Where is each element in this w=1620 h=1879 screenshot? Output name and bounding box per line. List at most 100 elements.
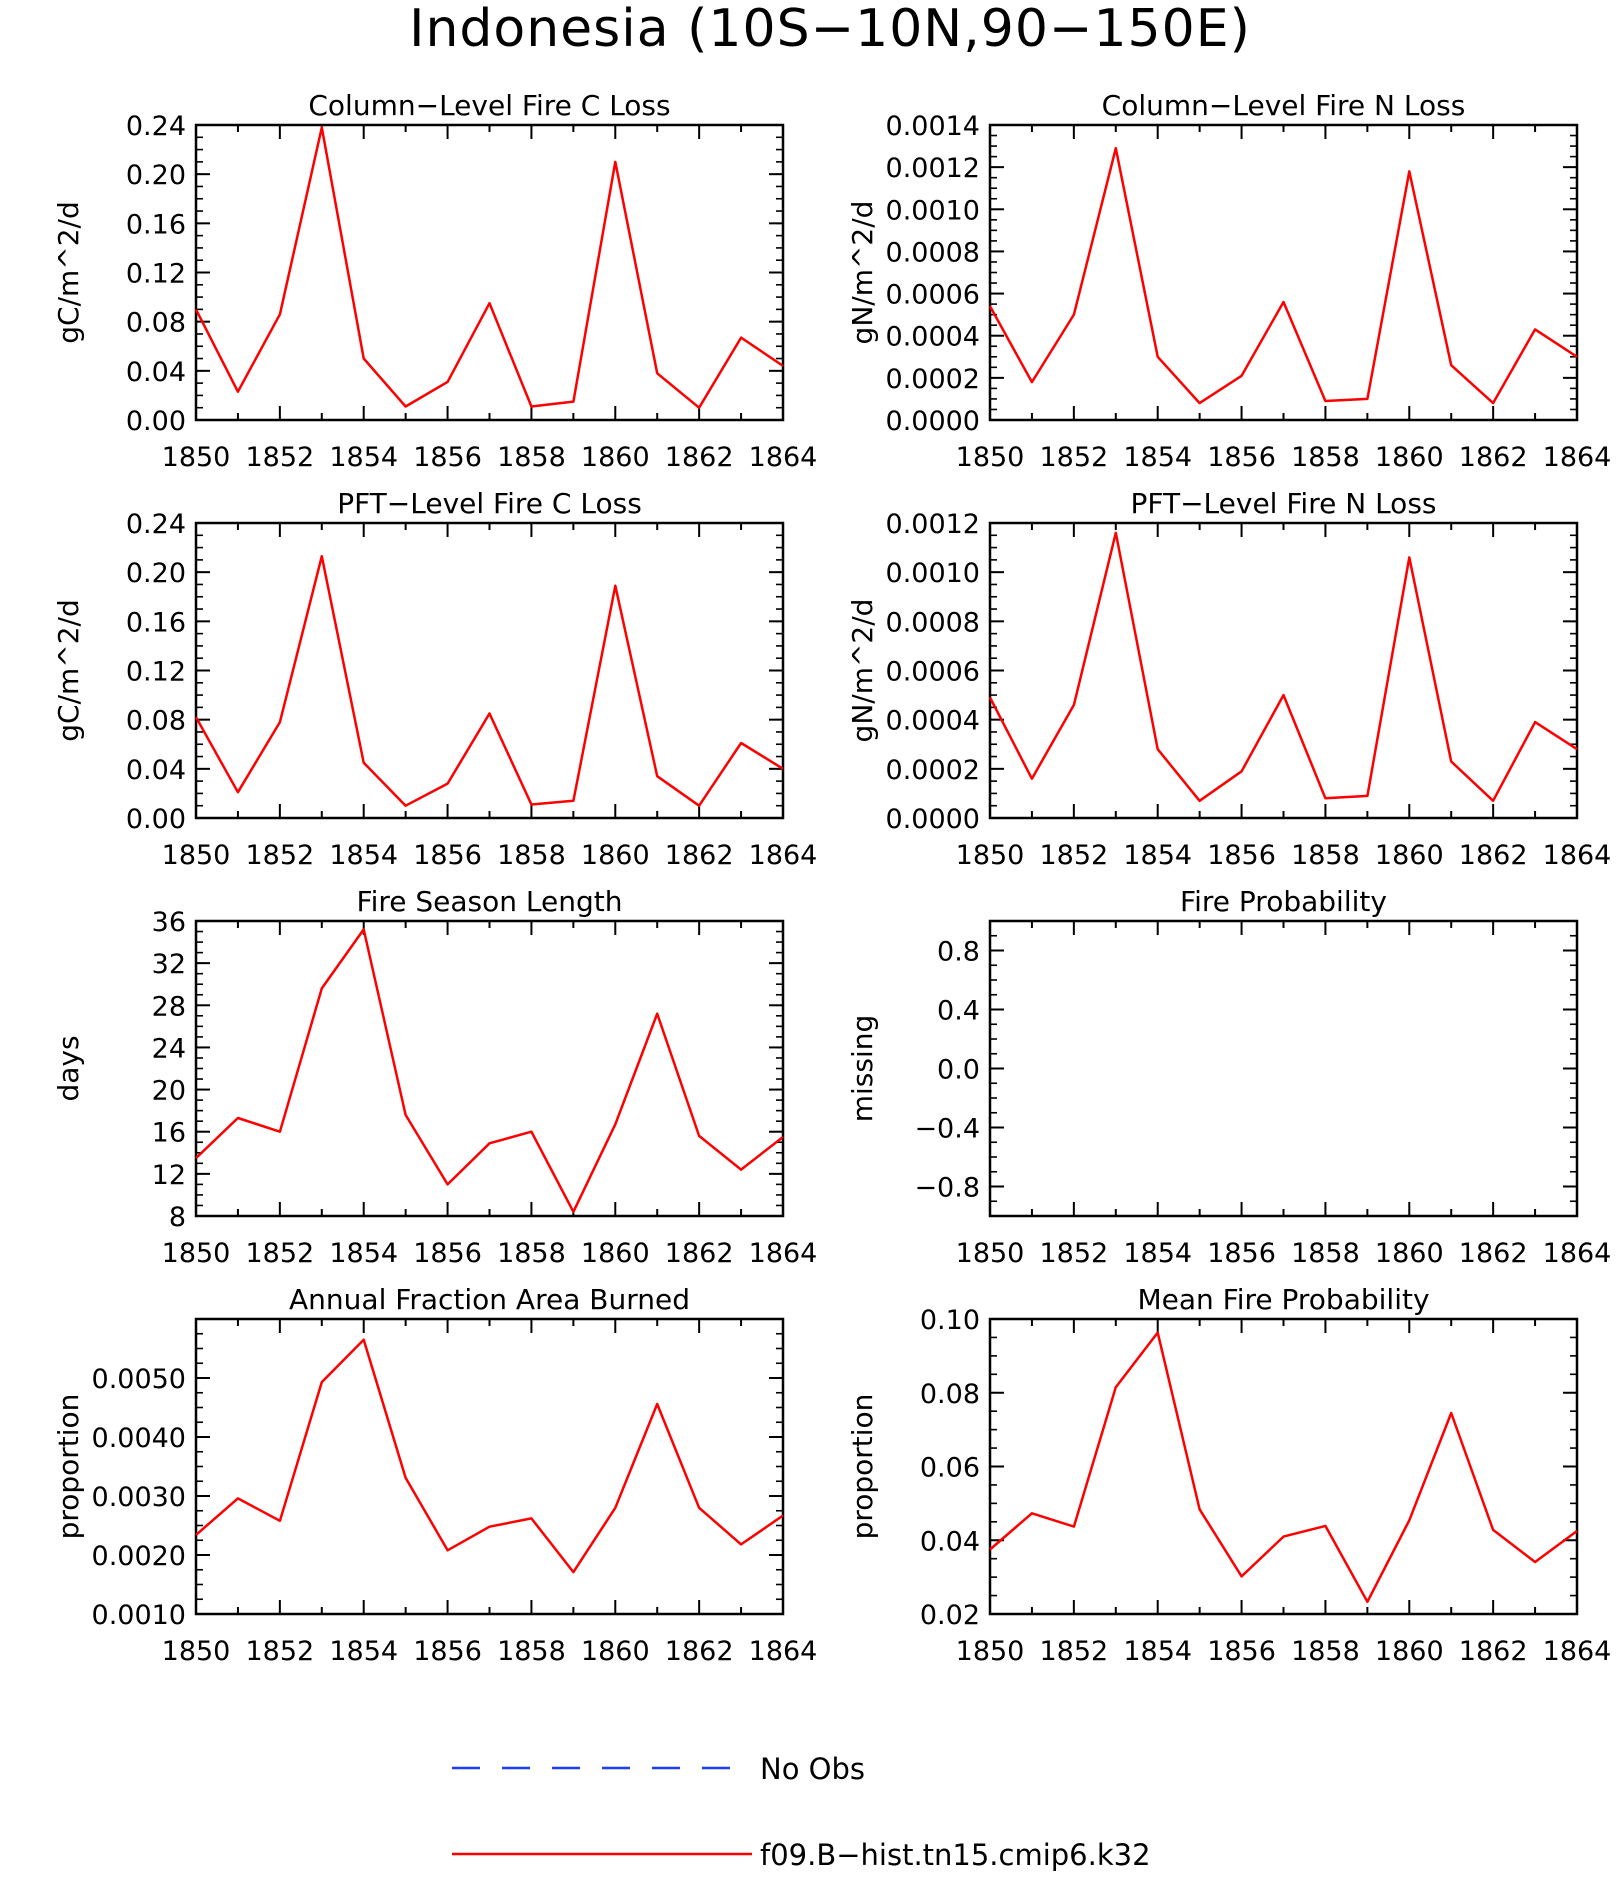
- x-tick-label: 1852: [245, 840, 314, 871]
- x-tick-label: 1852: [245, 1636, 314, 1667]
- x-tick-label: 1850: [956, 1238, 1025, 1269]
- y-tick-label: 36: [152, 907, 186, 938]
- y-tick-label: 0.24: [126, 509, 186, 540]
- y-tick-label: 0.0010: [886, 195, 980, 226]
- y-tick-label: 0.12: [126, 259, 186, 290]
- x-tick-label: 1854: [1123, 1636, 1192, 1667]
- panel-title: Fire Probability: [1180, 885, 1387, 918]
- x-tick-label: 1862: [1459, 442, 1528, 473]
- plot-frame: [196, 125, 783, 420]
- y-tick-label: 0.0004: [886, 322, 980, 353]
- y-axis-label: gN/m^2/d: [846, 201, 879, 345]
- y-axis-label: gN/m^2/d: [846, 599, 879, 743]
- y-tick-label: 0.08: [126, 706, 186, 737]
- y-tick-label: 20: [152, 1076, 186, 1107]
- y-tick-label: 8: [169, 1202, 186, 1233]
- x-tick-label: 1862: [665, 840, 734, 871]
- x-tick-label: 1856: [1207, 1238, 1276, 1269]
- series-line: [196, 929, 783, 1211]
- x-tick-label: 1860: [581, 1636, 650, 1667]
- figure-title: Indonesia (10S−10N,90−150E): [409, 0, 1251, 59]
- y-axis-label: proportion: [52, 1394, 85, 1540]
- x-tick-label: 1850: [162, 442, 231, 473]
- y-tick-label: 0.12: [126, 657, 186, 688]
- y-tick-label: 0.04: [126, 755, 186, 786]
- y-tick-label: 0.00: [126, 804, 186, 835]
- x-tick-label: 1852: [1039, 1238, 1108, 1269]
- y-tick-label: 28: [152, 991, 186, 1022]
- x-tick-label: 1860: [1375, 840, 1444, 871]
- x-tick-label: 1852: [245, 1238, 314, 1269]
- y-tick-label: 0.0002: [886, 755, 980, 786]
- plot-frame: [196, 921, 783, 1216]
- series-line: [196, 1340, 783, 1572]
- x-tick-label: 1862: [665, 1238, 734, 1269]
- y-tick-label: 0.08: [920, 1379, 980, 1410]
- series-line: [196, 556, 783, 806]
- y-tick-label: −0.4: [914, 1114, 980, 1145]
- y-tick-label: 0.08: [126, 308, 186, 339]
- x-tick-label: 1864: [1543, 840, 1612, 871]
- y-tick-label: 0.20: [126, 558, 186, 589]
- y-tick-label: 0.06: [920, 1453, 980, 1484]
- plot-frame: [990, 523, 1577, 818]
- plot-frame: [990, 921, 1577, 1216]
- y-tick-label: 0.0014: [886, 111, 980, 142]
- x-tick-label: 1864: [1543, 1636, 1612, 1667]
- y-tick-label: 0.04: [920, 1526, 980, 1557]
- series-line: [196, 128, 783, 408]
- x-tick-label: 1856: [413, 840, 482, 871]
- x-tick-label: 1856: [413, 1238, 482, 1269]
- y-tick-label: 0.0030: [92, 1482, 186, 1513]
- plot-frame: [196, 523, 783, 818]
- y-axis-label: proportion: [846, 1394, 879, 1540]
- plot-frame: [990, 1319, 1577, 1614]
- x-tick-label: 1862: [1459, 840, 1528, 871]
- x-tick-label: 1860: [581, 1238, 650, 1269]
- x-tick-label: 1864: [749, 442, 818, 473]
- x-tick-label: 1864: [1543, 442, 1612, 473]
- x-tick-label: 1850: [162, 1238, 231, 1269]
- panel-title: Fire Season Length: [357, 885, 623, 918]
- legend: No Obs f09.B−hist.tn15.cmip6.k32: [452, 1752, 1151, 1872]
- panel-title: PFT−Level Fire N Loss: [1130, 487, 1436, 520]
- x-tick-label: 1850: [956, 840, 1025, 871]
- x-tick-label: 1852: [245, 442, 314, 473]
- y-tick-label: 0.0006: [886, 657, 980, 688]
- series-line: [990, 533, 1577, 801]
- y-axis-label: days: [52, 1035, 85, 1101]
- y-tick-label: 0.00: [126, 406, 186, 437]
- x-tick-label: 1852: [1039, 442, 1108, 473]
- x-tick-label: 1854: [329, 840, 398, 871]
- y-axis-label: gC/m^2/d: [52, 201, 85, 344]
- x-tick-label: 1856: [1207, 442, 1276, 473]
- x-tick-label: 1864: [749, 1636, 818, 1667]
- x-tick-label: 1852: [1039, 840, 1108, 871]
- x-tick-label: 1854: [329, 1636, 398, 1667]
- x-tick-label: 1856: [1207, 1636, 1276, 1667]
- y-tick-label: 0.16: [126, 607, 186, 638]
- series-line: [990, 1333, 1577, 1602]
- y-tick-label: 0.10: [920, 1305, 980, 1336]
- y-tick-label: 0.0020: [92, 1541, 186, 1572]
- y-tick-label: 0.0006: [886, 280, 980, 311]
- panel-title: Mean Fire Probability: [1137, 1283, 1429, 1316]
- x-tick-label: 1860: [581, 840, 650, 871]
- x-tick-label: 1850: [956, 1636, 1025, 1667]
- x-tick-label: 1850: [162, 840, 231, 871]
- x-tick-label: 1854: [329, 442, 398, 473]
- y-tick-label: 0.0012: [886, 153, 980, 184]
- y-tick-label: 0.0012: [886, 509, 980, 540]
- y-tick-label: 0.0000: [886, 406, 980, 437]
- plot-frame: [990, 125, 1577, 420]
- y-tick-label: 0.24: [126, 111, 186, 142]
- x-tick-label: 1862: [665, 442, 734, 473]
- y-tick-label: 0.0010: [886, 558, 980, 589]
- y-axis-label: gC/m^2/d: [52, 599, 85, 742]
